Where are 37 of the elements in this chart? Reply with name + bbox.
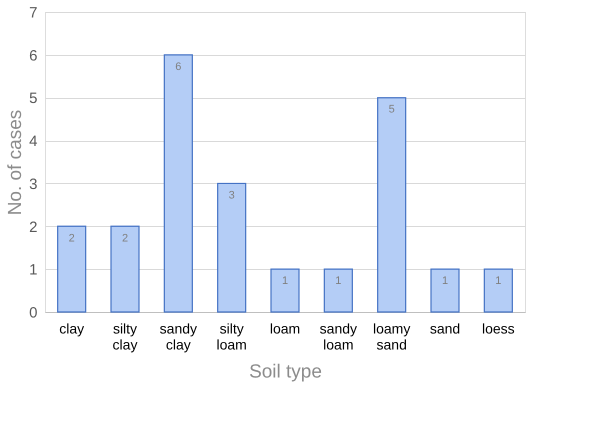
x-tick-label: silty clay bbox=[112, 320, 138, 352]
x-tick-label: sand bbox=[430, 320, 460, 336]
x-tick-label: loam bbox=[270, 320, 300, 336]
y-tick-label: 6 bbox=[29, 47, 38, 64]
bar bbox=[377, 97, 406, 313]
bar bbox=[270, 268, 300, 313]
data-label: 2 bbox=[68, 232, 75, 244]
x-axis-title: Soil type bbox=[249, 362, 322, 382]
y-tick-label: 3 bbox=[29, 176, 38, 193]
bar bbox=[110, 226, 140, 313]
bar bbox=[484, 268, 513, 313]
data-label: 3 bbox=[228, 189, 235, 202]
x-tick-label: sandy clay bbox=[160, 320, 198, 352]
data-label: 5 bbox=[388, 104, 395, 116]
data-label: 1 bbox=[442, 275, 448, 288]
x-tick-label: sandy loam bbox=[320, 320, 358, 352]
y-axis-title: No. of cases bbox=[5, 110, 26, 216]
bar bbox=[57, 226, 86, 313]
data-label: 2 bbox=[122, 232, 128, 244]
y-tick-label: 0 bbox=[29, 304, 38, 322]
x-tick-label: silty loam bbox=[216, 320, 247, 352]
data-label: 1 bbox=[335, 275, 342, 288]
bar bbox=[430, 268, 460, 313]
y-tick-label: 4 bbox=[29, 133, 38, 150]
y-tick-label: 1 bbox=[29, 262, 38, 279]
bar bbox=[217, 182, 246, 313]
y-tick-label: 7 bbox=[29, 4, 38, 22]
data-label: 1 bbox=[495, 275, 502, 288]
x-tick-label: loamy sand bbox=[372, 320, 410, 352]
x-tick-label: loess bbox=[482, 320, 515, 336]
x-tick-label: clay bbox=[59, 320, 84, 336]
y-tick-label: 5 bbox=[29, 90, 38, 108]
bar bbox=[324, 268, 353, 313]
data-label: 6 bbox=[175, 60, 182, 73]
bar bbox=[164, 54, 193, 313]
data-label: 1 bbox=[282, 275, 288, 288]
y-tick-label: 2 bbox=[29, 218, 38, 236]
